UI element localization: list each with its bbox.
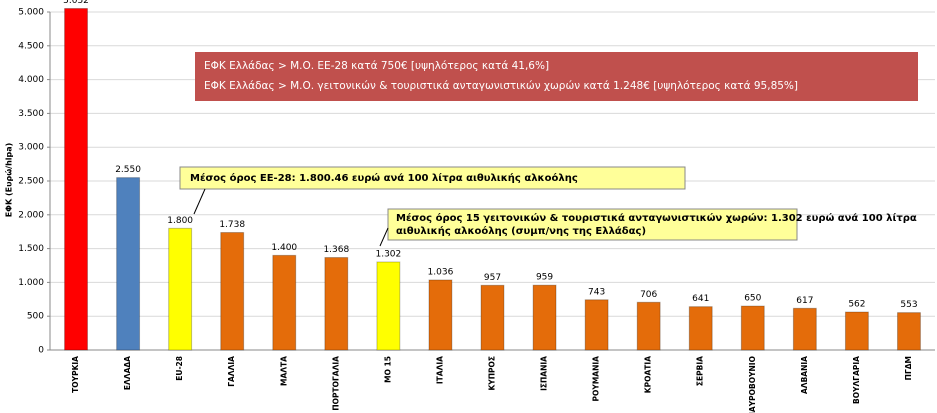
x-tick-label: ΒΟΥΛΓΑΡΙΑ bbox=[852, 356, 861, 404]
x-tick-label: ΜΟ 15 bbox=[383, 356, 392, 383]
x-tick-label: ΓΑΛΛΙΑ bbox=[227, 356, 236, 387]
bar bbox=[584, 299, 609, 351]
data-label: 957 bbox=[484, 273, 501, 283]
bar bbox=[897, 312, 921, 351]
data-label: 1.302 bbox=[375, 249, 401, 259]
x-tick-label: ΚΥΠΡΟΣ bbox=[488, 356, 497, 391]
mo15-note-box bbox=[387, 208, 798, 241]
y-tick-label: 4.000 bbox=[18, 75, 44, 85]
bar bbox=[376, 261, 401, 351]
y-tick-label: 3.000 bbox=[18, 143, 44, 153]
data-label: 1.400 bbox=[271, 243, 297, 253]
data-label: 641 bbox=[692, 294, 709, 304]
data-label: 2.550 bbox=[115, 165, 141, 175]
data-label: 617 bbox=[796, 296, 813, 306]
y-tick-label: 4.500 bbox=[18, 41, 44, 51]
arrow bbox=[379, 227, 389, 247]
y-tick-label: 1.000 bbox=[18, 278, 44, 288]
data-label: 1.368 bbox=[323, 245, 349, 255]
bar bbox=[324, 257, 349, 351]
data-label: 650 bbox=[744, 294, 761, 304]
x-tick-label: ΠΟΡΤΟΓΑΛΙΑ bbox=[331, 356, 340, 411]
x-tick-label: ΤΟΥΡΚΙΑ bbox=[71, 356, 80, 393]
y-tick-label: 1.500 bbox=[18, 244, 44, 254]
bar bbox=[116, 177, 141, 351]
x-tick-label: ΜΑΛΤΑ bbox=[279, 356, 288, 386]
y-axis-label: ΕΦΚ (Ευρώ/hlpa) bbox=[4, 143, 14, 218]
bar bbox=[532, 284, 557, 351]
x-tick-label: ΣΕΡΒΙΑ bbox=[696, 356, 705, 386]
data-label: 1.800 bbox=[167, 216, 193, 226]
bar bbox=[740, 305, 765, 351]
bar bbox=[844, 311, 869, 351]
y-tick-label: 500 bbox=[27, 312, 44, 322]
annotation-text: ΕΦΚ Ελλάδας > Μ.Ο. γειτονικών & τουριστι… bbox=[204, 80, 798, 92]
eu-note-box bbox=[179, 166, 686, 190]
data-label: 706 bbox=[640, 290, 657, 300]
data-label: 553 bbox=[900, 300, 917, 310]
bar bbox=[428, 279, 453, 351]
bar bbox=[64, 7, 88, 351]
x-tick-label: EU-28 bbox=[175, 356, 184, 381]
x-tick-label: ΜΑΥΡΟΒΟΥΝΙΟ bbox=[748, 356, 757, 413]
data-label: 1.738 bbox=[219, 220, 245, 230]
y-tick-label: 2.500 bbox=[18, 177, 44, 187]
data-label: 1.036 bbox=[428, 267, 454, 277]
y-tick-label: 3.500 bbox=[18, 109, 44, 119]
bar bbox=[168, 227, 193, 351]
annotation-text: ΕΦΚ Ελλάδας > Μ.Ο. ΕΕ-28 κατά 750€ [υψηλ… bbox=[204, 60, 549, 72]
y-tick-label: 5.000 bbox=[18, 8, 44, 18]
bar bbox=[636, 301, 661, 351]
x-tick-label: ΠΓΔΜ bbox=[904, 356, 913, 380]
x-tick-label: ΡΟΥΜΑΝΙΑ bbox=[592, 356, 601, 402]
annotation-text: Μέσος όρος ΕΕ-28: 1.800.46 ευρώ ανά 100 … bbox=[190, 172, 578, 184]
x-tick-label: ΙΣΠΑΝΙΑ bbox=[540, 356, 549, 391]
x-tick-label: ΕΛΛΑΔΑ bbox=[123, 356, 132, 390]
annotation-text: Μέσος όρος 15 γειτονικών & τουριστικά αν… bbox=[396, 212, 917, 224]
bar bbox=[272, 254, 297, 351]
bar bbox=[688, 306, 713, 351]
data-label: 562 bbox=[848, 300, 865, 310]
bar bbox=[220, 232, 245, 351]
bar bbox=[792, 307, 817, 351]
data-label: 5.052 bbox=[63, 0, 89, 6]
data-label: 743 bbox=[588, 287, 605, 297]
arrow bbox=[193, 188, 206, 215]
red-annotation-box bbox=[195, 52, 918, 101]
x-tick-label: ΚΡΟΑΤΙΑ bbox=[644, 356, 653, 393]
bar bbox=[480, 284, 505, 351]
x-tick-label: ΑΛΒΑΝΙΑ bbox=[800, 356, 809, 394]
annotation-text: αιθυλικής αλκοόλης (συμπ/νης της Ελλάδας… bbox=[396, 225, 646, 237]
y-tick-label: 0 bbox=[38, 346, 44, 356]
y-tick-label: 2.000 bbox=[18, 210, 44, 220]
x-tick-label: ΙΤΑΛΙΑ bbox=[435, 356, 444, 384]
data-label: 959 bbox=[536, 273, 553, 283]
